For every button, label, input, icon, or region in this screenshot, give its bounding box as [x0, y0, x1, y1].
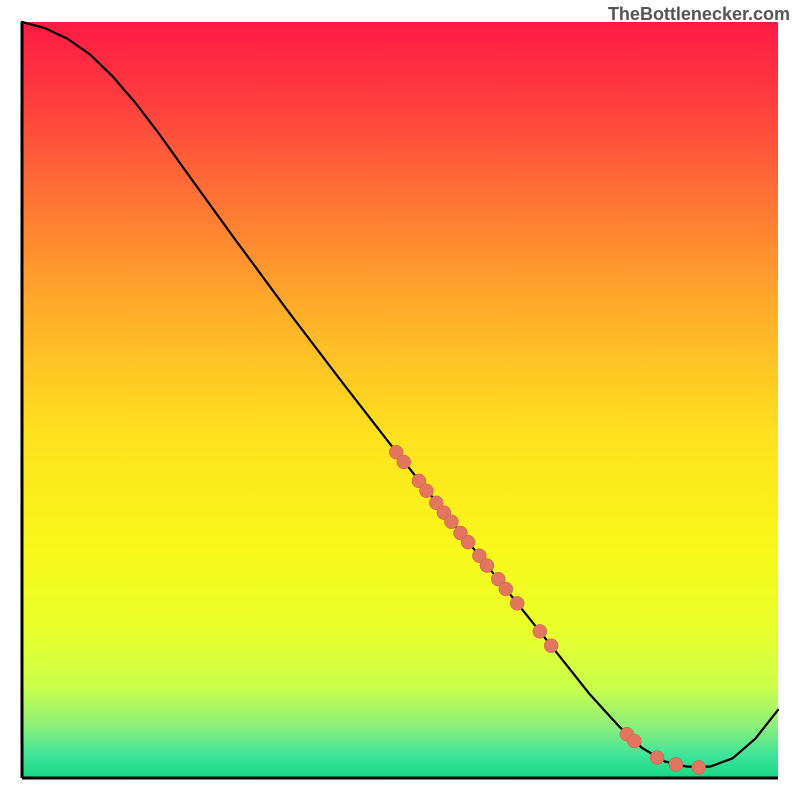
data-marker [419, 484, 433, 498]
plot-background [22, 22, 778, 778]
chart-svg [0, 0, 800, 800]
data-marker [444, 515, 458, 529]
data-marker [692, 760, 706, 774]
data-marker [669, 757, 683, 771]
data-marker [544, 639, 558, 653]
data-marker [499, 582, 513, 596]
watermark-text: TheBottlenecker.com [608, 4, 790, 25]
data-marker [510, 596, 524, 610]
data-marker [397, 455, 411, 469]
data-marker [480, 559, 494, 573]
bottleneck-chart: TheBottlenecker.com [0, 0, 800, 800]
data-marker [650, 751, 664, 765]
data-marker [533, 624, 547, 638]
data-marker [461, 535, 475, 549]
data-marker [627, 734, 641, 748]
